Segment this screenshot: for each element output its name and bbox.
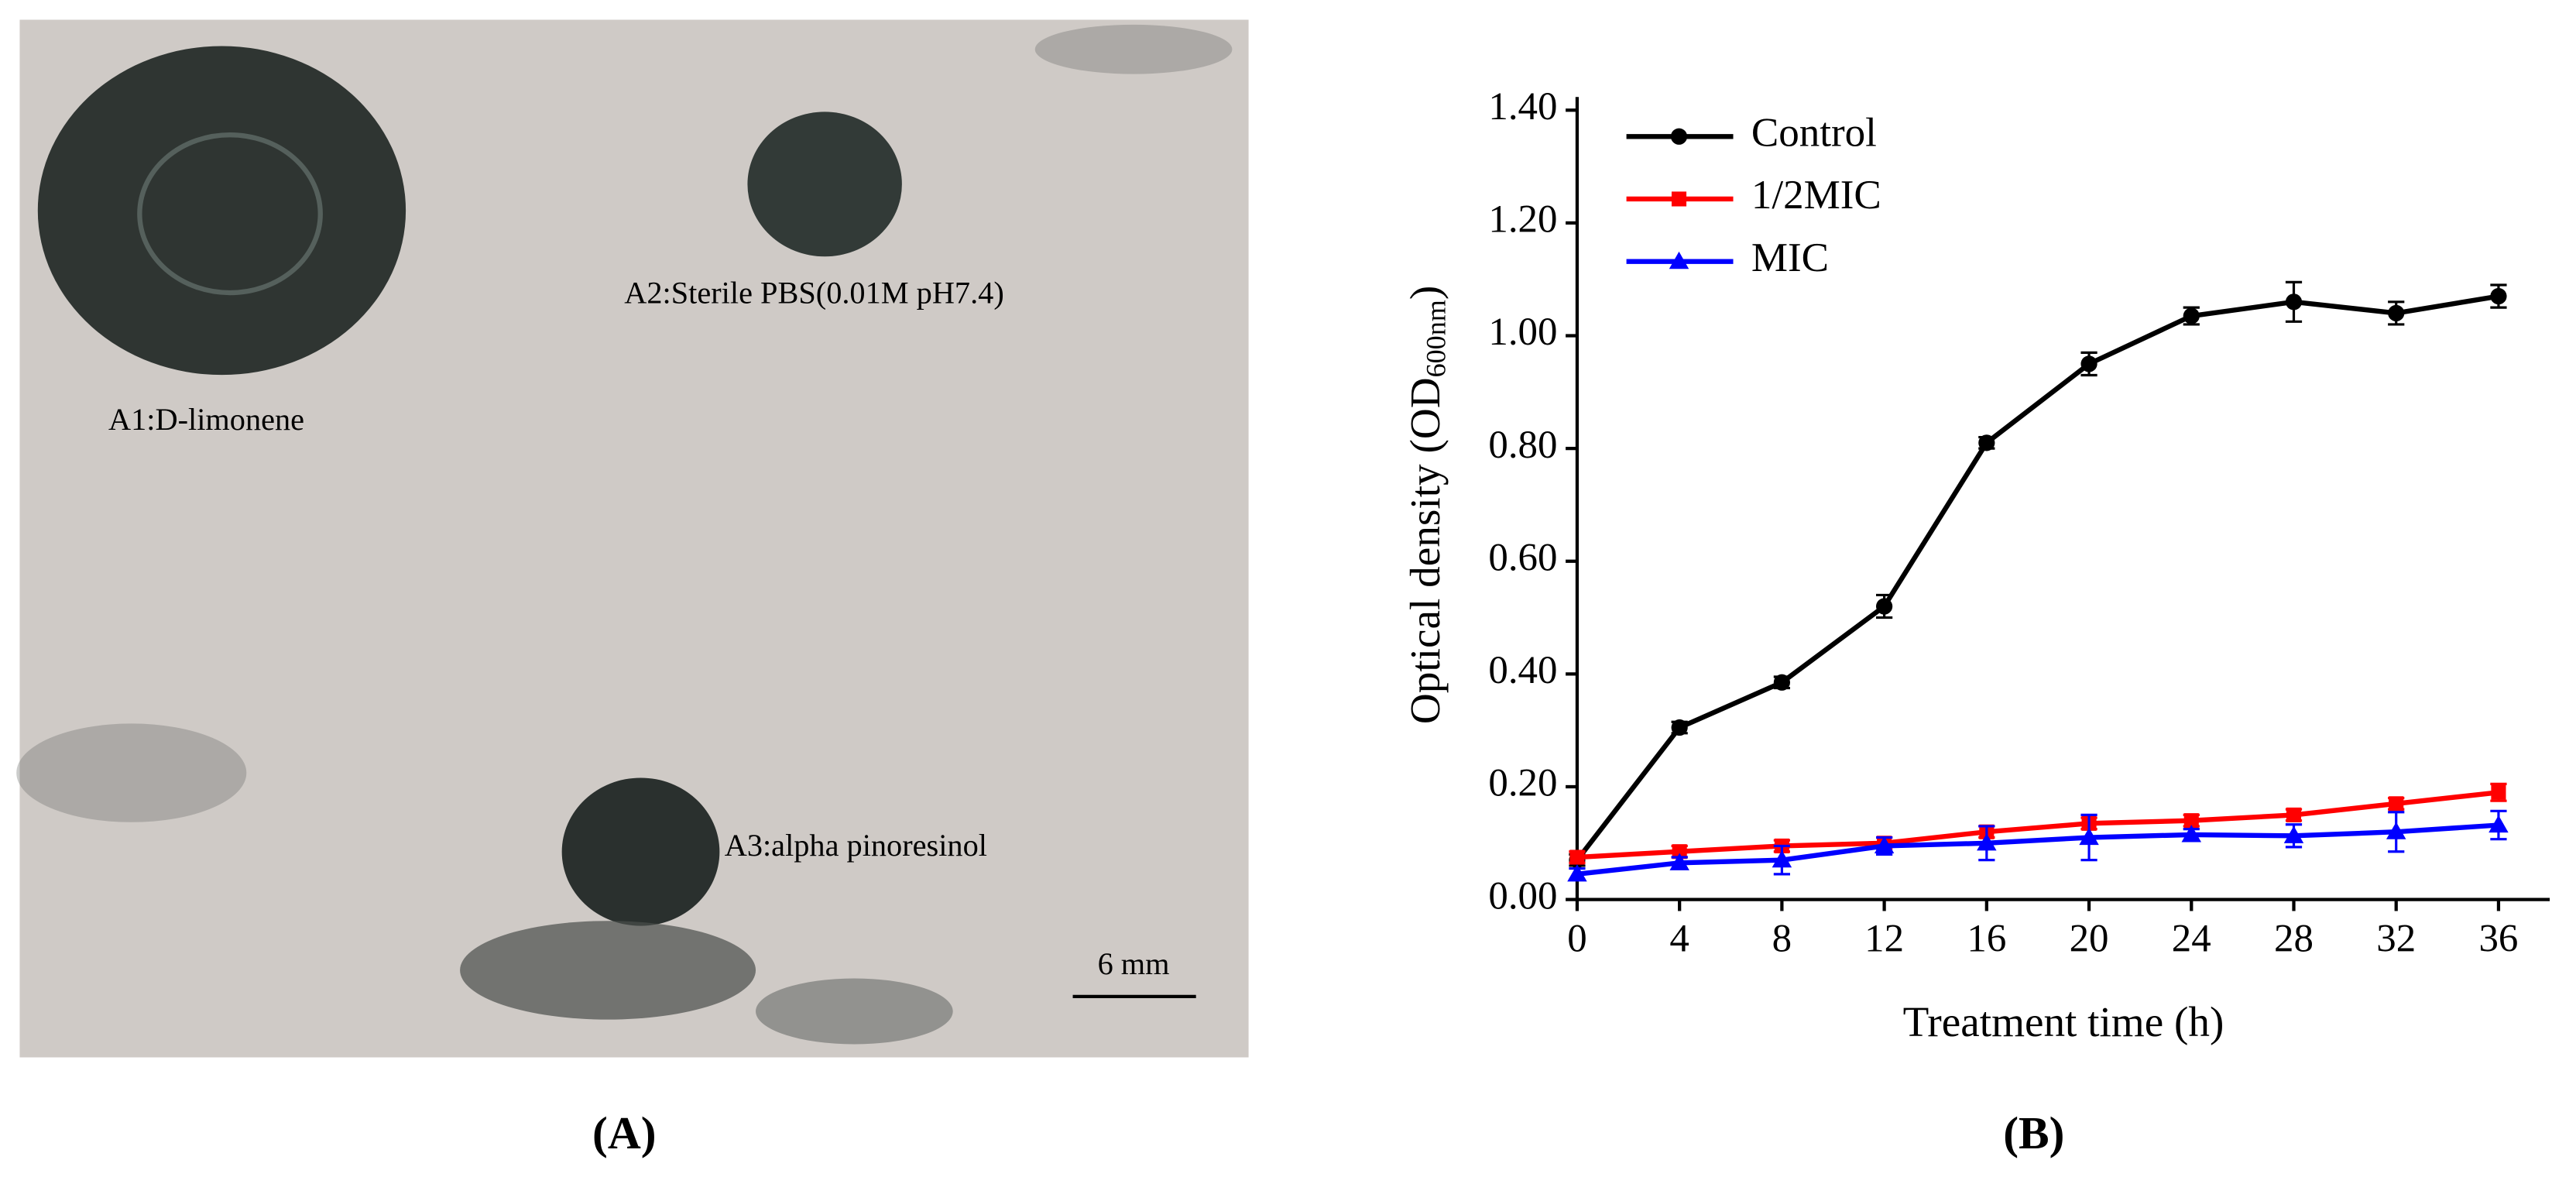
y-tick-label: 0.20 — [1488, 762, 1557, 805]
marker — [2079, 827, 2099, 846]
marker — [1875, 598, 1893, 615]
y-tick-label: 0.60 — [1488, 536, 1557, 579]
x-tick-label: 24 — [2172, 918, 2211, 961]
y-tick-label: 1.20 — [1488, 198, 1557, 242]
panel-caption: (B) — [2003, 1107, 2064, 1158]
series-line — [1576, 822, 2499, 877]
marker — [2489, 815, 2509, 833]
y-tick-label: 0.80 — [1488, 424, 1557, 467]
marker — [2183, 307, 2200, 324]
scale-label: 6 mm — [1098, 946, 1170, 981]
y-tick-label: 0.00 — [1488, 874, 1557, 918]
x-tick-label: 12 — [1864, 918, 1904, 961]
marker — [1567, 864, 1587, 882]
marker — [2286, 807, 2302, 822]
y-tick-label: 0.40 — [1488, 649, 1557, 692]
legend-label: MIC — [1751, 235, 1829, 280]
marker — [2389, 796, 2404, 812]
marker — [1977, 833, 1997, 851]
y-tick-label: 1.40 — [1488, 85, 1557, 129]
x-tick-label: 28 — [2274, 918, 2314, 961]
x-tick-label: 36 — [2478, 918, 2518, 961]
label-a2: A2:Sterile PBS(0.01M pH7.4) — [624, 275, 1003, 310]
growth-patch — [756, 978, 953, 1045]
marker — [1773, 674, 1790, 691]
series-line — [1576, 790, 2499, 860]
marker — [2080, 355, 2098, 372]
marker — [2181, 825, 2202, 843]
label-a3: A3:alpha pinoresinol — [725, 828, 987, 863]
marker — [1874, 836, 1895, 854]
marker — [1978, 434, 1995, 451]
y-tick-label: 1.00 — [1488, 311, 1557, 354]
marker — [2285, 293, 2303, 311]
series-line — [1575, 293, 2499, 862]
legend-label: Control — [1751, 110, 1877, 155]
x-tick-label: 16 — [1967, 918, 2006, 961]
y-axis-label-sub: 600nm — [1421, 300, 1452, 377]
x-tick-label: 8 — [1772, 918, 1792, 961]
marker — [1670, 128, 1688, 145]
marker — [2491, 784, 2506, 800]
marker — [1569, 849, 1585, 865]
legend-label: 1/2MIC — [1751, 173, 1881, 218]
marker — [1772, 849, 1792, 868]
y-axis-label: Optical density (OD600nm) — [1401, 286, 1452, 724]
marker — [2283, 825, 2304, 843]
marker — [1671, 191, 1687, 207]
photo: A1:D-limonene A2:Sterile PBS(0.01M pH7.4… — [16, 19, 1249, 1058]
marker — [2183, 813, 2199, 829]
x-tick-label: 4 — [1669, 918, 1689, 961]
zone-a2 — [747, 112, 902, 257]
marker — [2388, 304, 2405, 322]
x-axis-label: Treatment time (h) — [1903, 998, 2224, 1045]
zone-a1 — [37, 46, 406, 376]
y-axis-label-part: ) — [1401, 286, 1449, 300]
marker — [2490, 287, 2507, 305]
x-tick-label: 32 — [2376, 918, 2416, 961]
marker — [2386, 822, 2406, 839]
growth-patch — [16, 723, 247, 822]
growth-patch — [460, 921, 756, 1020]
marker — [1669, 853, 1689, 870]
label-a1: A1:D-limonene — [108, 402, 304, 437]
x-tick-label: 20 — [2070, 918, 2109, 961]
marker — [1671, 719, 1688, 736]
y-axis-label-part: Optical density (OD — [1401, 377, 1449, 724]
well-a1 — [137, 132, 323, 296]
panel-caption: (A) — [592, 1107, 656, 1158]
marker — [1672, 844, 1687, 860]
growth-patch — [1034, 24, 1233, 74]
marker — [1669, 251, 1689, 269]
zone-a3 — [561, 777, 720, 926]
x-tick-label: 0 — [1567, 918, 1586, 961]
